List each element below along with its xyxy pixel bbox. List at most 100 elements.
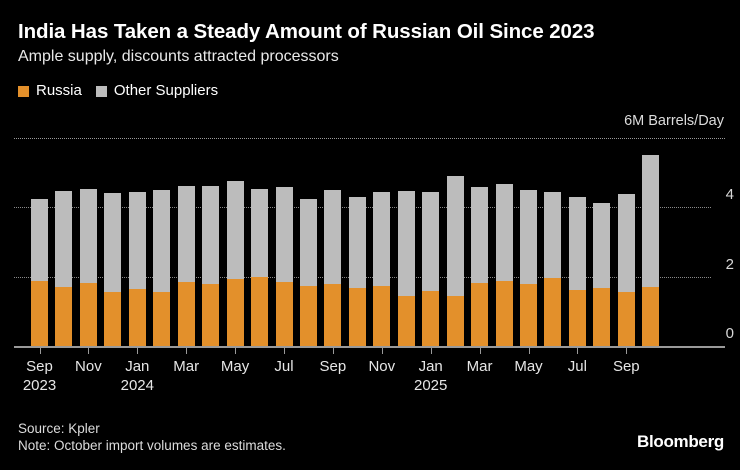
legend-swatch-russia <box>18 85 29 97</box>
bar-nov-2023[interactable] <box>79 188 97 346</box>
bar-segment-other-suppliers <box>324 189 342 284</box>
bar-jun-2024[interactable] <box>251 188 269 346</box>
x-axis-label-mar-6: Mar <box>173 358 200 375</box>
x-axis-label-nov-2: Nov <box>75 358 102 375</box>
x-axis-tick-mark <box>430 348 432 354</box>
bar-segment-russia <box>642 287 660 346</box>
bar-segment-other-suppliers <box>275 186 293 282</box>
bar-sep-2024[interactable] <box>324 189 342 346</box>
bar-segment-russia <box>31 280 48 346</box>
bar-segment-other-suppliers <box>495 183 513 282</box>
bar-segment-other-suppliers <box>79 188 97 283</box>
bar-segment-other-suppliers <box>373 191 391 286</box>
bar-segment-other-suppliers <box>544 192 562 278</box>
bar-segment-russia <box>520 283 537 346</box>
legend-swatch-other-suppliers <box>95 85 107 97</box>
x-axis-tick-mark <box>479 348 481 354</box>
bar-segment-other-suppliers <box>31 198 48 281</box>
bar-segment-other-suppliers <box>153 190 171 293</box>
bar-segment-other-suppliers <box>299 198 317 287</box>
bar-segment-other-suppliers <box>202 185 220 285</box>
x-axis-label-jan-4: Jan <box>125 358 150 375</box>
bar-may-2025[interactable] <box>520 189 537 346</box>
bar-segment-russia <box>226 279 244 346</box>
bar-segment-other-suppliers <box>128 191 146 289</box>
x-axis-year-label-2023: 2023 <box>22 377 57 394</box>
bar-aug-2024[interactable] <box>299 198 317 346</box>
legend-item-other-suppliers[interactable]: Other Suppliers <box>95 82 218 100</box>
bar-apr-2025[interactable] <box>495 183 513 346</box>
x-axis-tick-mark <box>381 348 383 354</box>
bar-segment-other-suppliers <box>55 191 73 288</box>
x-axis-label-sep-12: Sep <box>319 358 347 375</box>
bar-jul-2024[interactable] <box>275 186 293 346</box>
bar-segment-russia <box>348 288 366 346</box>
footnote: Note: October import volumes are estimat… <box>18 438 286 453</box>
bar-oct-2024[interactable] <box>348 197 366 346</box>
bar-aug-2025[interactable] <box>593 202 611 346</box>
bar-segment-russia <box>275 281 293 346</box>
bar-sep-2025[interactable] <box>617 194 635 346</box>
bloomberg-logo: Bloomberg <box>636 432 724 451</box>
x-axis-label-may-8: May <box>220 358 250 375</box>
x-axis-label-sep-24: Sep <box>612 358 640 375</box>
bar-segment-russia <box>373 285 391 346</box>
bar-segment-russia <box>128 288 146 346</box>
bar-segment-russia <box>422 290 440 346</box>
x-axis-tick-mark <box>332 348 334 354</box>
gridline-6 <box>14 138 725 139</box>
bar-segment-other-suppliers <box>617 194 635 293</box>
chart-legend: Russia Other Suppliers <box>18 82 218 100</box>
bar-sep-2023[interactable] <box>31 198 48 346</box>
bar-jan-2025[interactable] <box>422 192 440 346</box>
bar-segment-other-suppliers <box>397 191 415 297</box>
x-axis-label-jul-10: Jul <box>274 358 294 375</box>
legend-item-russia[interactable]: Russia <box>18 82 82 100</box>
bar-segment-other-suppliers <box>593 202 611 289</box>
bar-segment-russia <box>397 296 415 346</box>
x-axis-label-jan-16: Jan <box>418 358 443 375</box>
bar-segment-other-suppliers <box>471 186 489 283</box>
bar-segment-russia <box>544 277 562 346</box>
bar-segment-russia <box>471 282 489 346</box>
bar-mar-2025[interactable] <box>471 186 489 346</box>
bar-segment-other-suppliers <box>348 197 366 289</box>
bar-segment-russia <box>568 289 586 346</box>
x-axis-tick-mark <box>284 348 285 354</box>
y-axis-tick-0: 0 <box>725 325 734 342</box>
y-axis-tick-2: 2 <box>725 255 734 273</box>
bar-segment-other-suppliers <box>226 181 244 280</box>
bar-may-2024[interactable] <box>226 181 244 346</box>
bar-apr-2024[interactable] <box>202 185 220 346</box>
bar-segment-russia <box>202 284 220 346</box>
x-axis-label-jul-22: Jul <box>567 358 587 375</box>
bar-segment-russia <box>593 288 611 346</box>
bar-segment-other-suppliers <box>104 193 122 292</box>
bar-segment-russia <box>251 276 269 346</box>
bar-nov-2024[interactable] <box>373 191 391 346</box>
bar-segment-other-suppliers <box>177 185 195 282</box>
bar-jun-2025[interactable] <box>544 192 562 346</box>
x-axis-label-sep-0: Sep <box>26 358 53 375</box>
bar-feb-2024[interactable] <box>153 190 171 346</box>
bar-jan-2024[interactable] <box>128 191 146 346</box>
bar-segment-russia <box>79 282 97 346</box>
x-axis-year-label-2024: 2024 <box>120 377 154 394</box>
bar-oct-2023[interactable] <box>55 191 73 346</box>
bar-dec-2024[interactable] <box>397 191 415 346</box>
bar-feb-2025[interactable] <box>446 176 464 346</box>
bar-dec-2023[interactable] <box>104 193 122 346</box>
bar-mar-2024[interactable] <box>177 185 195 346</box>
bar-oct-2025[interactable] <box>642 154 660 346</box>
x-axis-label-nov-14: Nov <box>368 358 396 375</box>
bar-segment-russia <box>324 283 342 346</box>
x-axis-label-may-20: May <box>514 358 543 375</box>
bar-segment-other-suppliers <box>568 196 586 290</box>
bar-segment-russia <box>153 292 171 346</box>
bar-jul-2025[interactable] <box>568 196 586 346</box>
x-axis-tick-mark <box>235 348 237 354</box>
bar-segment-other-suppliers <box>251 188 269 277</box>
bar-segment-russia <box>55 287 73 346</box>
